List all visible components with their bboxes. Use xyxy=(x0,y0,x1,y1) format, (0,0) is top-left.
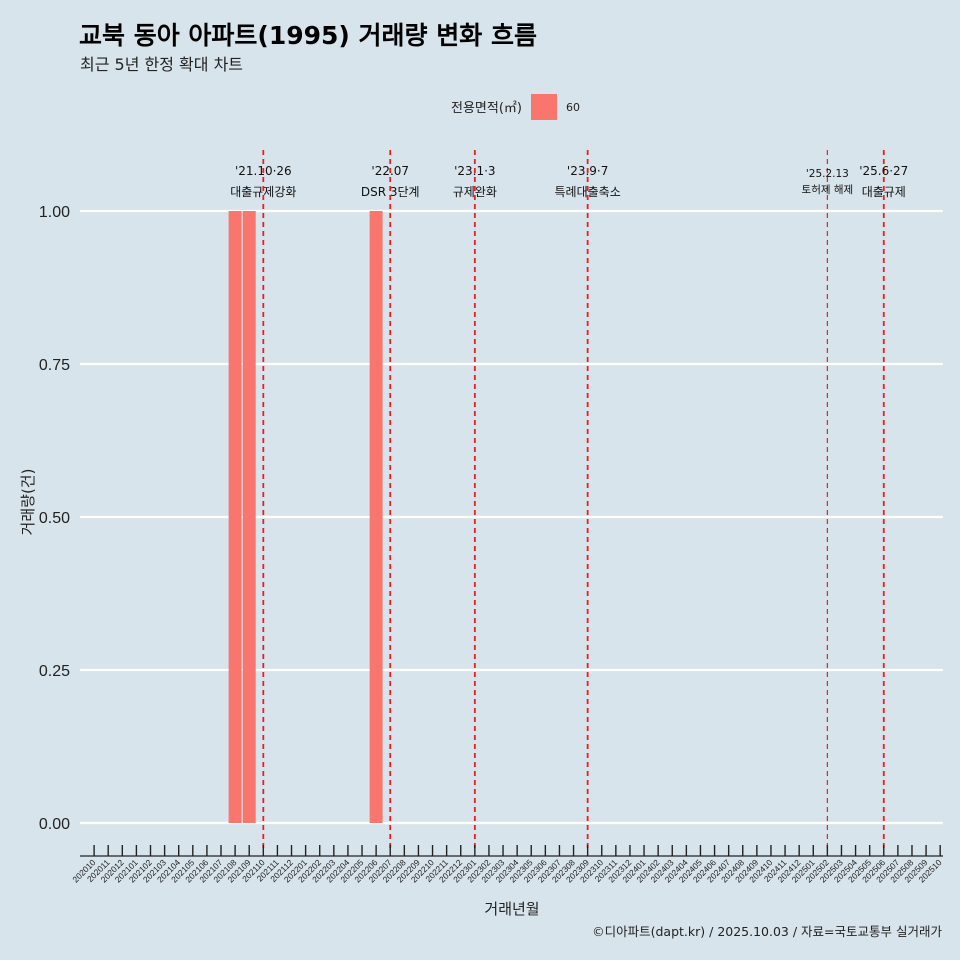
event-policy-label: 특례대출축소 xyxy=(555,185,621,199)
y-tick-label: 0.75 xyxy=(39,357,70,374)
x-axis-title: 거래년월 xyxy=(484,900,539,918)
y-axis-ticks: 0.00 0.25 0.50 0.75 1.00 xyxy=(39,204,70,833)
y-tick-label: 1.00 xyxy=(39,204,70,221)
x-axis: 2020102020112020122021012021022021032021… xyxy=(70,845,944,884)
source-caption: ©디아파트(dapt.kr) / 2025.10.03 / 자료=국토교통부 실… xyxy=(592,924,942,939)
bar-202109 xyxy=(242,211,256,823)
event-policy-label: 대출규제강화 xyxy=(230,185,296,199)
event-date-label: '22.07 xyxy=(371,164,409,178)
chart-title: 교북 동아 아파트(1995) 거래량 변화 흐름 xyxy=(79,21,537,50)
bar-202108 xyxy=(228,211,242,823)
chart-subtitle: 최근 5년 한정 확대 차트 xyxy=(80,55,243,74)
event-date-label: '25.6·27 xyxy=(859,164,908,178)
event-policy-label: 규제완화 xyxy=(453,185,497,199)
legend: 전용면적(㎡) 60 xyxy=(451,94,580,120)
legend-title: 전용면적(㎡) xyxy=(451,101,522,116)
y-tick-label: 0.00 xyxy=(39,816,70,833)
event-policy-label: DSR 3단계 xyxy=(361,185,420,199)
bar-202206 xyxy=(369,211,383,823)
bars xyxy=(228,211,383,823)
gridlines xyxy=(80,209,943,825)
event-date-label: '23.9·7 xyxy=(567,164,608,178)
event-policy-label: 대출규제 xyxy=(862,185,906,199)
legend-label-60: 60 xyxy=(566,101,580,114)
y-axis-title: 거래량(건) xyxy=(19,469,37,536)
legend-swatch-60 xyxy=(531,94,557,120)
event-date-label: '21.10·26 xyxy=(235,164,292,178)
y-tick-label: 0.25 xyxy=(39,663,70,680)
event-date-label: '23.1·3 xyxy=(454,164,495,178)
event-policy-label: 토허제 해제 xyxy=(802,183,854,196)
event-markers: '21.10·26 대출규제강화 '22.07 DSR 3단계 '23.1·3 규제완화 '… xyxy=(230,150,908,852)
event-date-label: '25.2.13 xyxy=(806,168,849,180)
y-tick-label: 0.50 xyxy=(39,510,70,527)
